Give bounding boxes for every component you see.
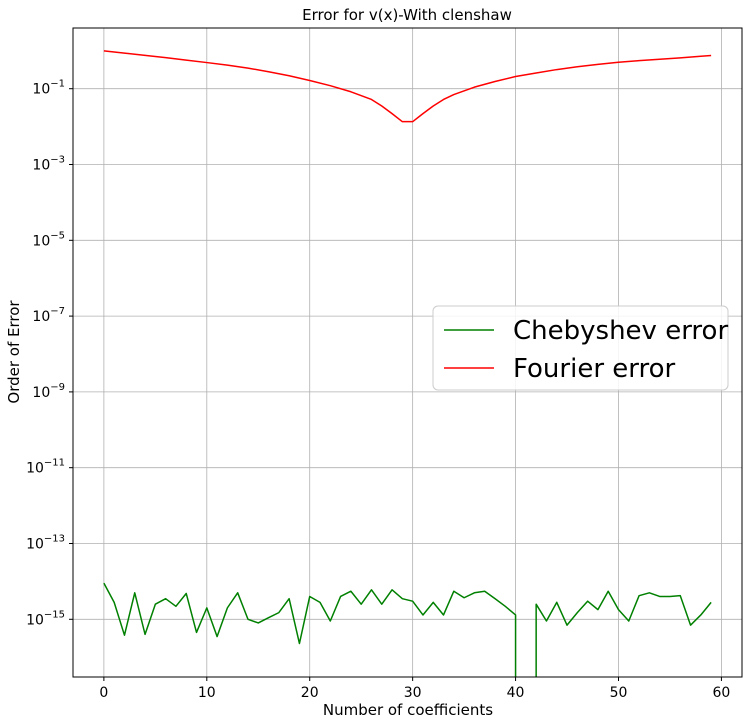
y-tick-base: 10 <box>32 233 50 249</box>
y-tick-label: 10−11 <box>26 458 65 477</box>
x-tick-label: 10 <box>198 685 216 701</box>
y-tick-label: 10−1 <box>32 79 65 98</box>
y-tick-exponent: −9 <box>50 382 65 393</box>
y-tick-label: 10−15 <box>26 609 65 628</box>
y-tick-base: 10 <box>32 309 50 325</box>
x-axis-label: Number of coefficients <box>323 701 493 719</box>
x-tick-label: 20 <box>301 685 319 701</box>
y-tick-exponent: −5 <box>50 230 65 241</box>
y-axis-label: Order of Error <box>5 300 23 404</box>
x-tick-label: 30 <box>404 685 422 701</box>
y-tick-base: 10 <box>26 612 44 628</box>
legend-label-fourier: Fourier error <box>513 354 676 384</box>
series-line-fourier-error <box>103 50 712 123</box>
y-tick-exponent: −13 <box>44 533 65 544</box>
y-tick-base: 10 <box>26 461 44 477</box>
legend-box <box>432 305 729 391</box>
x-tick-label: 50 <box>610 685 628 701</box>
x-tick-label: 60 <box>713 685 731 701</box>
y-tick-label: 10−5 <box>32 230 65 249</box>
y-tick-base: 10 <box>32 82 50 98</box>
y-tick-base: 10 <box>26 536 44 552</box>
x-tick-label: 0 <box>99 685 108 701</box>
x-tick-label: 40 <box>507 685 525 701</box>
y-tick-exponent: −15 <box>44 609 65 620</box>
series-line-chebyshev-error <box>103 582 712 677</box>
y-tick-label: 10−9 <box>32 382 65 401</box>
y-tick-exponent: −1 <box>50 79 65 90</box>
chart-title: Error for v(x)-With clenshaw <box>302 6 512 24</box>
plot-frame <box>72 27 743 678</box>
y-tick-label: 10−3 <box>32 155 65 174</box>
series-layer <box>103 50 712 677</box>
y-tick-label: 10−7 <box>32 306 65 325</box>
y-tick-base: 10 <box>32 385 50 401</box>
y-tick-exponent: −3 <box>50 155 65 166</box>
legend: Chebyshev error Fourier error <box>432 305 729 391</box>
y-tick-exponent: −7 <box>50 306 65 317</box>
y-tick-base: 10 <box>32 158 50 174</box>
x-tick-layer: 0 10 20 30 40 50 60 <box>99 677 730 701</box>
y-tick-exponent: −11 <box>44 458 65 469</box>
legend-label-chebyshev: Chebyshev error <box>513 316 728 346</box>
y-tick-label: 10−13 <box>26 533 65 552</box>
